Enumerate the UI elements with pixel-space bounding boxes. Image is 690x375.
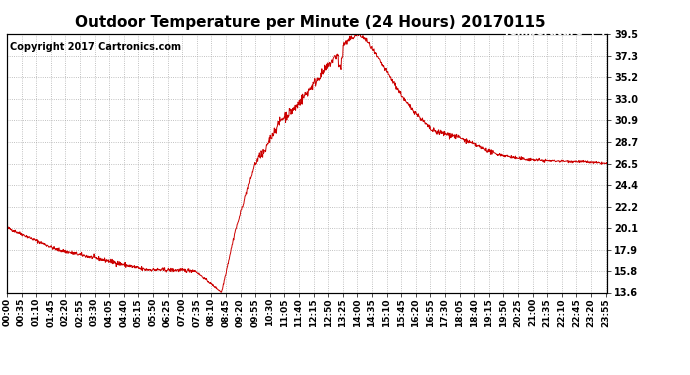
Text: Copyright 2017 Cartronics.com: Copyright 2017 Cartronics.com <box>10 42 181 51</box>
Text: Outdoor Temperature per Minute (24 Hours) 20170115: Outdoor Temperature per Minute (24 Hours… <box>75 15 546 30</box>
Text: Temperature  (°F): Temperature (°F) <box>504 27 614 37</box>
